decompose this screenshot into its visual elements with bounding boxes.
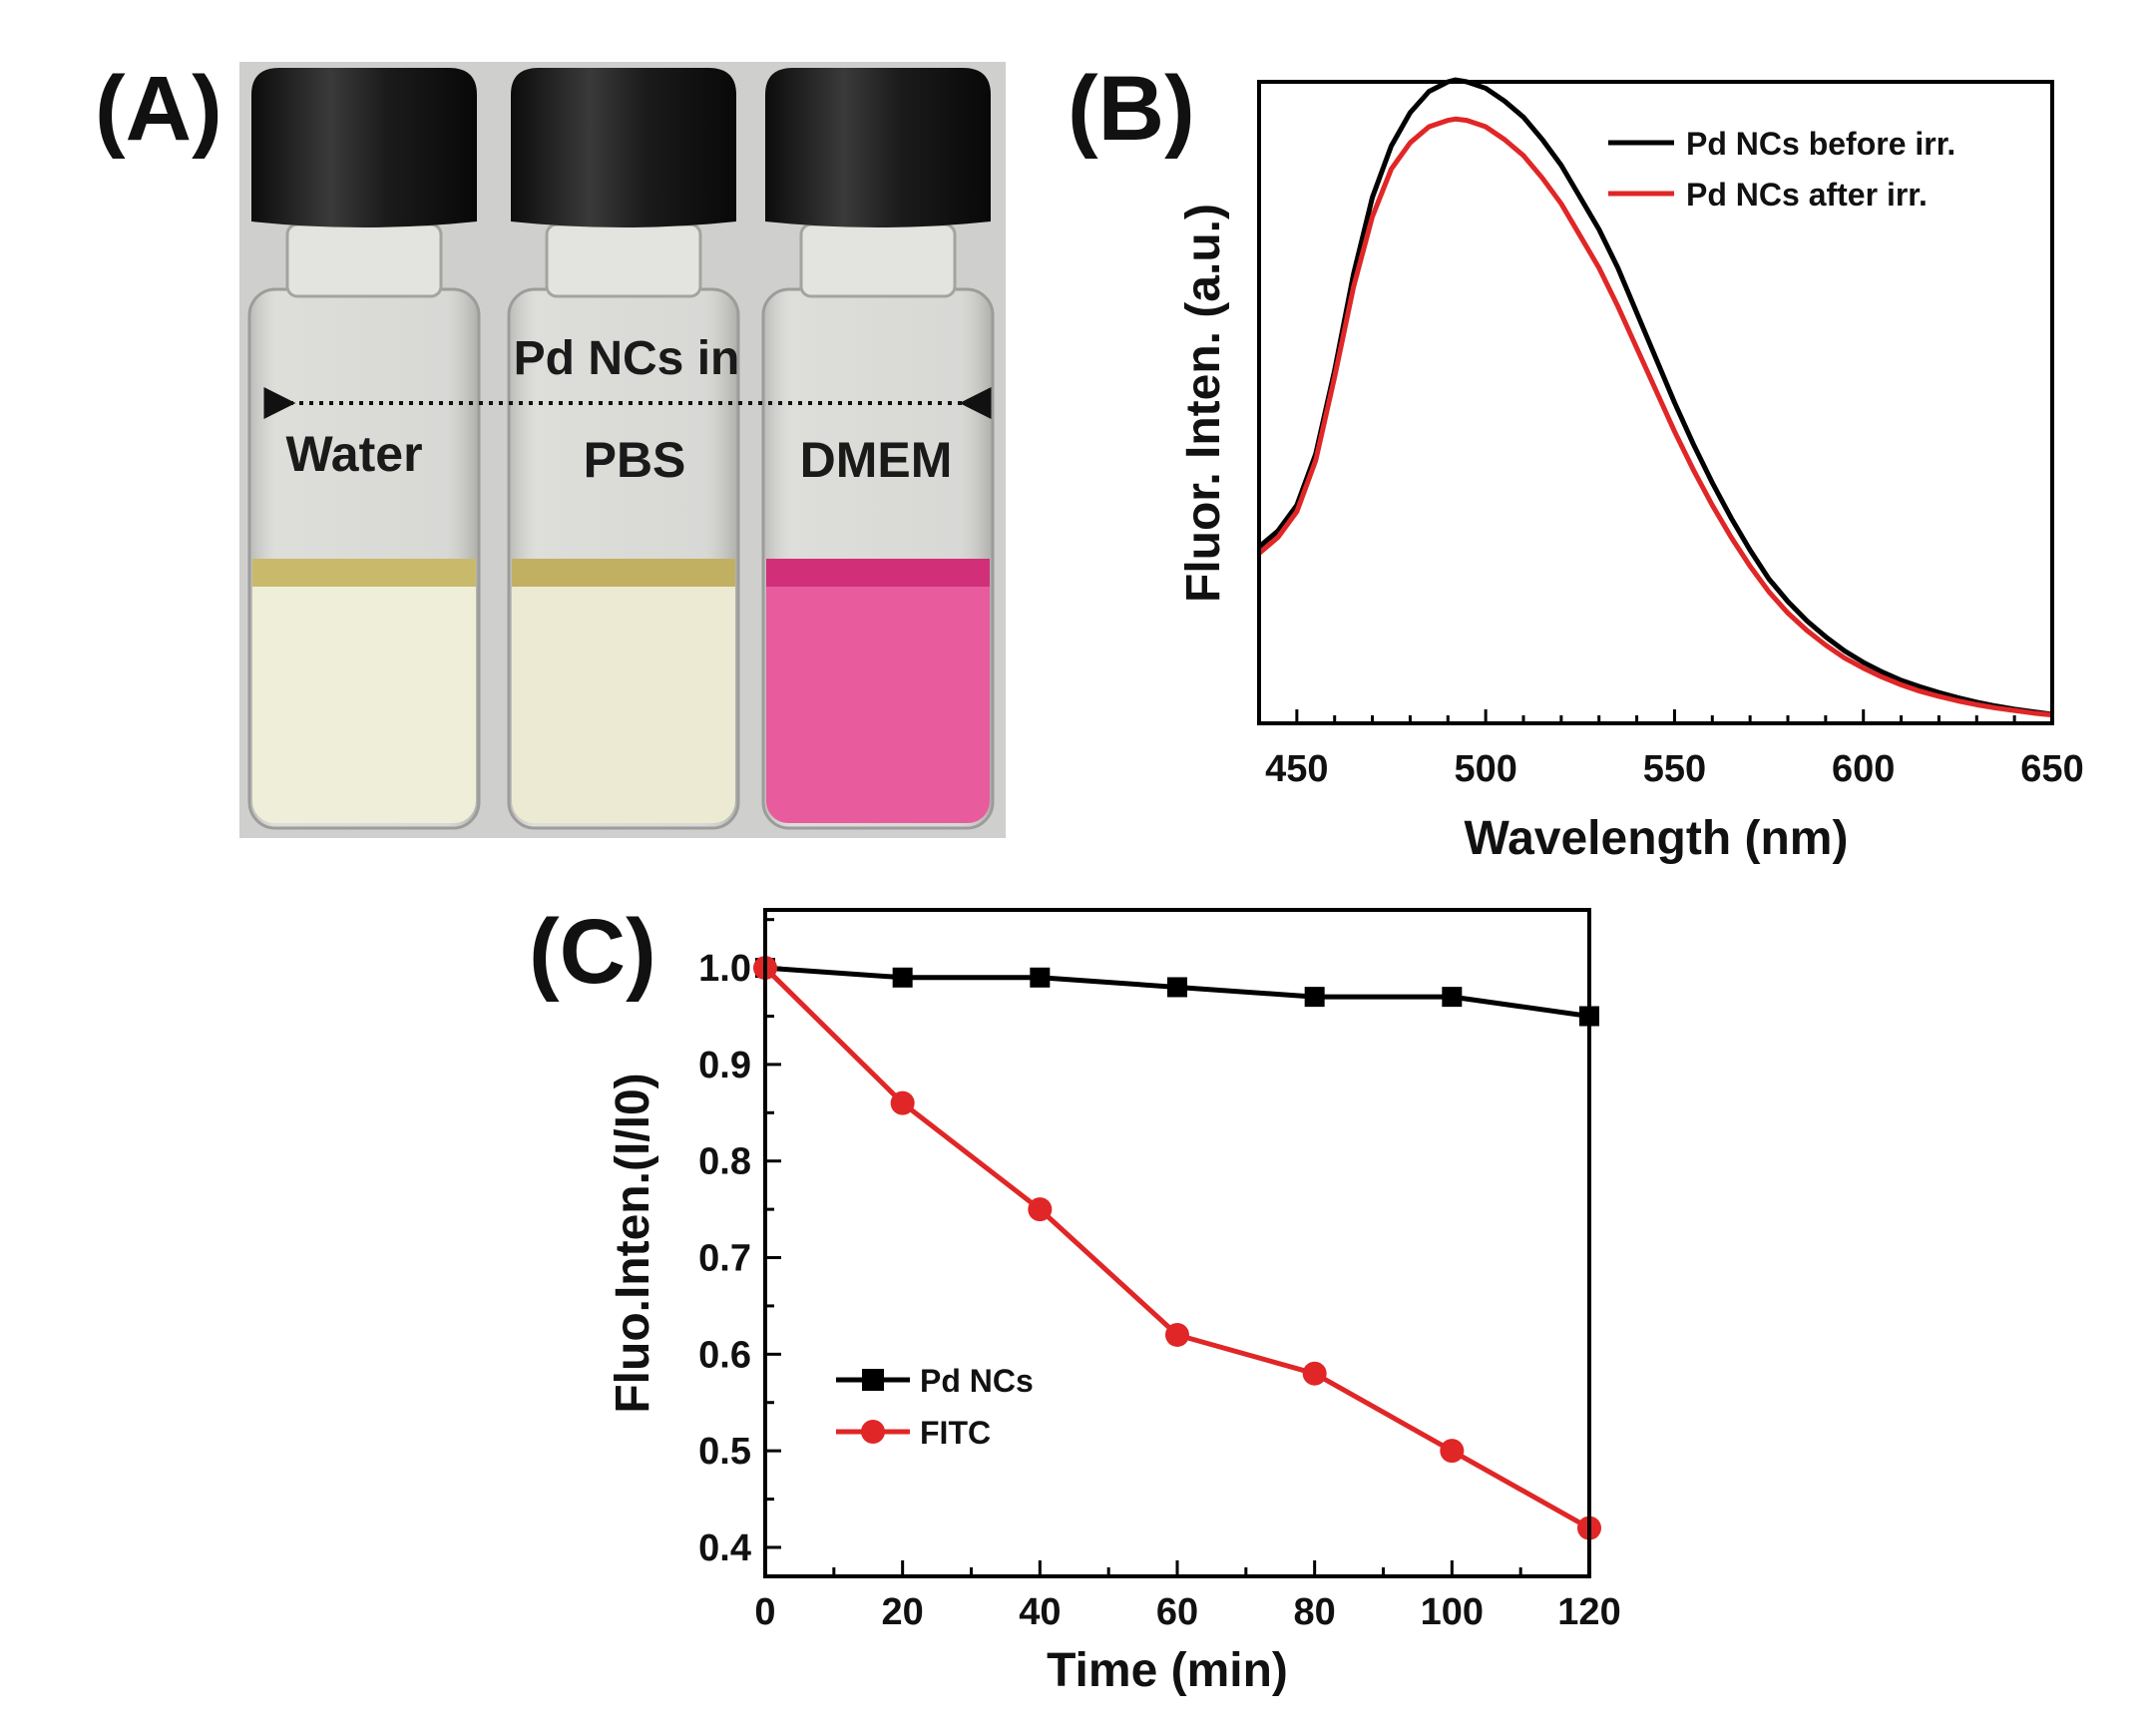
chart-c-legend: Pd NCs FITC — [836, 1363, 1034, 1451]
chart-b-frame — [1257, 80, 2054, 725]
chart-c-ylabel: Fluo.Inten.(I/I0) — [607, 1073, 659, 1413]
vial-pbs — [507, 68, 740, 830]
y-tick-label: 0.4 — [698, 1527, 751, 1569]
data-point-pdncs — [1442, 987, 1463, 1008]
vial-dmem — [761, 68, 995, 830]
y-tick-label: 0.8 — [698, 1141, 751, 1183]
panel-a-letter: (A) — [95, 58, 222, 160]
chart-b-ylabel: Fluor. Inten. (a.u.) — [1177, 204, 1230, 603]
x-tick-label: 80 — [1294, 1591, 1336, 1633]
x-tick-label: 20 — [882, 1591, 924, 1633]
x-tick-label: 120 — [1557, 1591, 1620, 1633]
y-tick-label: 0.9 — [698, 1045, 751, 1086]
legend-label-pdncs: Pd NCs — [920, 1363, 1034, 1399]
vial-neck — [799, 222, 957, 298]
vial-label-dmem: DMEM — [800, 432, 953, 488]
x-tick-label: 40 — [1019, 1591, 1061, 1633]
x-tick-label: 550 — [1643, 748, 1706, 790]
y-tick-label: 0.5 — [698, 1431, 751, 1473]
vial-liquid — [766, 564, 990, 823]
panel-b-letter: (B) — [1068, 58, 1195, 160]
vial-neck — [545, 222, 702, 298]
y-tick-label: 1.0 — [698, 948, 751, 990]
vial-neck — [285, 222, 443, 298]
vial-liquid — [252, 564, 476, 823]
vial-meniscus — [766, 559, 990, 587]
x-tick-label: 500 — [1454, 748, 1516, 790]
x-tick-label: 650 — [2020, 748, 2083, 790]
chart-c-tick-labels: 0 20 40 60 80 100 120 0.4 0.5 0.6 0.7 0.8 0.9 1.0 — [698, 948, 1621, 1633]
x-tick-label: 60 — [1156, 1591, 1198, 1633]
panel-a-photo: (A) Pd NCs in Water PBS DMEM — [95, 58, 1006, 838]
chart-c-ticks — [763, 918, 1591, 1576]
chart-c-frame — [763, 908, 1591, 1578]
vial-meniscus — [252, 559, 476, 587]
data-point-fitc — [1028, 1197, 1053, 1222]
vial-label-water: Water — [285, 426, 422, 482]
chart-b-xlabel: Wavelength (nm) — [1465, 812, 1849, 865]
data-point-pdncs — [1167, 977, 1187, 998]
series-after-line — [1257, 116, 2053, 718]
legend-marker-square — [862, 1369, 884, 1391]
vial-label-pbs: PBS — [584, 432, 686, 488]
legend-marker-circle — [861, 1420, 885, 1444]
vial-cap — [251, 68, 477, 227]
vial-water — [247, 68, 481, 830]
x-tick-label: 100 — [1421, 1591, 1484, 1633]
y-tick-label: 0.6 — [698, 1334, 751, 1376]
data-point-fitc — [890, 1090, 915, 1115]
photo-caption: Pd NCs in — [514, 332, 740, 385]
x-tick-label: 0 — [754, 1591, 775, 1633]
chart-b-series — [1257, 77, 2053, 718]
data-point-pdncs — [1304, 987, 1325, 1008]
x-tick-label: 600 — [1832, 748, 1895, 790]
vial-meniscus — [512, 559, 735, 587]
chart-b-tick-labels: 450 500 550 600 650 — [1265, 748, 2084, 790]
chart-b-ticks — [1257, 709, 2054, 723]
vial-cap — [765, 68, 991, 227]
chart-b-legend: Pd NCs before irr. Pd NCs after irr. — [1608, 126, 1955, 213]
series-fitc-line — [763, 966, 1591, 1530]
data-point-fitc — [1302, 1361, 1327, 1386]
legend-label-before: Pd NCs before irr. — [1686, 126, 1955, 162]
panel-b-chart: (B) 450 500 550 600 650 Wavelength (nm) Fluo… — [1068, 58, 2084, 865]
data-point-fitc — [1165, 1322, 1189, 1347]
legend-label-fitc: FITC — [920, 1415, 991, 1451]
y-tick-label: 0.7 — [698, 1238, 751, 1280]
chart-c-xlabel: Time (min) — [1047, 1644, 1288, 1697]
vial-cap — [511, 68, 736, 227]
data-point-pdncs — [1030, 967, 1051, 988]
legend-label-after: Pd NCs after irr. — [1686, 177, 1928, 213]
panel-c-chart: (C) 0 20 40 60 80 100 120 0.4 0.5 0.6 0.7 0.8 0.9 1.0… — [529, 901, 1621, 1697]
series-before-line — [1257, 77, 2053, 717]
x-tick-label: 450 — [1265, 748, 1328, 790]
data-point-fitc — [1440, 1439, 1465, 1464]
panel-c-letter: (C) — [529, 901, 656, 1003]
vial-liquid — [512, 564, 735, 823]
data-point-pdncs — [892, 967, 913, 988]
chart-c-series — [753, 956, 1601, 1540]
